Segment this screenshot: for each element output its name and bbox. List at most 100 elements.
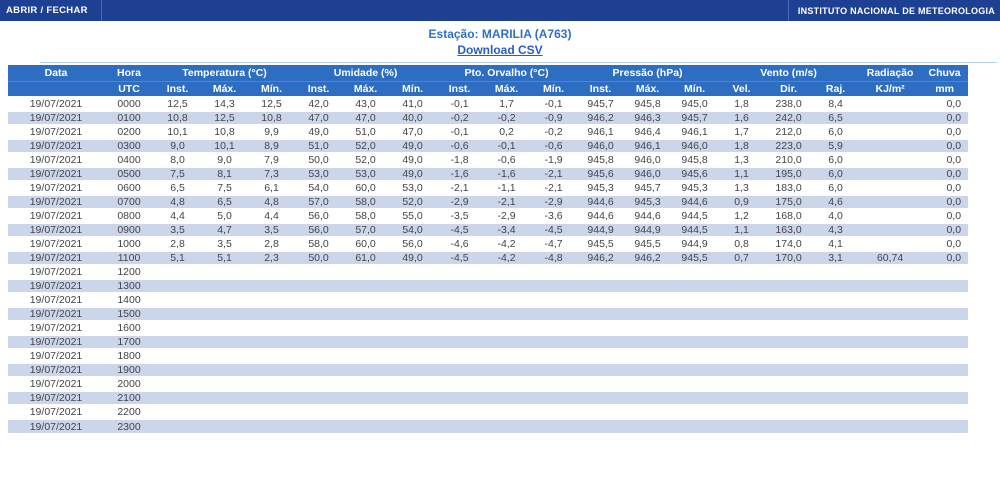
value-cell [859,278,922,293]
column-subheader: Mín. [248,81,296,98]
value-cell: 4,6 [812,194,860,209]
date-cell: 19/07/2021 [8,278,104,293]
value-cell [921,292,969,307]
value-cell [577,306,625,321]
value-cell: -1,8 [436,152,484,167]
value-cell [765,348,813,363]
value-cell [248,264,296,279]
value-cell: 945,8 [624,96,672,111]
value-cell: 0,9 [718,194,766,209]
value-cell [154,404,201,419]
value-cell: 946,0 [577,138,625,153]
value-cell [577,264,625,279]
value-cell: 53,0 [342,166,390,181]
value-cell [201,334,248,349]
abrir-fechar-button[interactable]: ABRIR / FECHAR [6,5,88,16]
value-cell: -0,2 [530,124,578,139]
value-cell: 52,0 [389,194,437,209]
value-cell: 946,0 [624,152,672,167]
value-cell [859,362,922,377]
value-cell [436,362,484,377]
value-cell: 944,5 [671,208,719,223]
value-cell [530,348,578,363]
value-cell: 42,0 [295,96,343,111]
value-cell [436,404,484,419]
table-header: Data Hora Temperatura (°C) Umidade (%) Pto. … [8,65,969,98]
value-cell [718,362,766,377]
value-cell: 8,9 [248,138,296,153]
value-cell: 7,5 [154,166,201,181]
value-cell: 944,9 [577,222,625,237]
value-cell [530,362,578,377]
value-cell: 56,0 [295,208,343,223]
value-cell [765,306,813,321]
column-group-header: Temperatura (°C) [154,65,296,82]
hour-cell: 0500 [104,166,154,181]
value-cell [342,362,390,377]
value-cell: 6,5 [154,180,201,195]
value-cell [342,390,390,405]
date-cell: 19/07/2021 [8,264,104,279]
value-cell [295,278,343,293]
value-cell: 944,5 [671,222,719,237]
value-cell [154,320,201,335]
value-cell: -3,4 [483,222,531,237]
value-cell [389,390,437,405]
value-cell [342,404,390,419]
download-csv-link[interactable]: Download CSV [457,43,543,57]
value-cell: 55,0 [389,208,437,223]
value-cell [671,264,719,279]
value-cell [295,390,343,405]
value-cell [295,292,343,307]
value-cell: 61,0 [342,250,390,265]
hour-cell: 0700 [104,194,154,209]
value-cell [248,334,296,349]
value-cell [859,334,922,349]
value-cell [671,418,719,433]
value-cell [671,404,719,419]
column-group-row: Data Hora Temperatura (°C) Umidade (%) Pto. … [8,65,969,82]
value-cell: -1,6 [436,166,484,181]
date-cell: 19/07/2021 [8,306,104,321]
value-cell [812,306,860,321]
value-cell [921,264,969,279]
hour-cell: 0300 [104,138,154,153]
value-cell [436,390,484,405]
column-group-header: Hora [104,65,154,82]
value-cell: 1,7 [483,96,531,111]
value-cell [859,292,922,307]
value-cell [859,264,922,279]
value-cell [483,418,531,433]
value-cell [921,348,969,363]
value-cell [859,306,922,321]
table-row: 19/07/2021 0500 7,5 8,1 7,3 53,0 53,0 49,0 -1,6-… [8,166,969,181]
value-cell: 7,5 [201,180,248,195]
value-cell [859,404,922,419]
value-cell [248,376,296,391]
value-cell [530,334,578,349]
value-cell: 1,1 [718,166,766,181]
value-cell: -2,1 [483,194,531,209]
value-cell [921,404,969,419]
value-cell [859,110,922,125]
date-cell: 19/07/2021 [8,152,104,167]
value-cell: -4,7 [530,236,578,251]
date-cell: 19/07/2021 [8,124,104,139]
value-cell [718,376,766,391]
table-row: 19/07/2021 0700 4,8 6,5 4,8 57,0 58,0 52,0 -2,9-… [8,194,969,209]
value-cell [295,404,343,419]
value-cell [436,320,484,335]
value-cell [859,390,922,405]
top-navigation-bar: ABRIR / FECHAR INSTITUTO NACIONAL DE MET… [0,0,1000,21]
value-cell: 170,0 [765,250,813,265]
hour-cell: 1400 [104,292,154,307]
table-row: 19/07/2021 0800 4,4 5,0 4,4 56,0 58,0 55,0 -3,5-… [8,208,969,223]
value-cell [483,264,531,279]
value-cell: -0,1 [483,138,531,153]
value-cell: -0,6 [530,138,578,153]
value-cell [577,278,625,293]
value-cell: 54,0 [295,180,343,195]
column-subheader: UTC [104,81,154,98]
date-cell: 19/07/2021 [8,194,104,209]
column-group-header: Umidade (%) [295,65,437,82]
